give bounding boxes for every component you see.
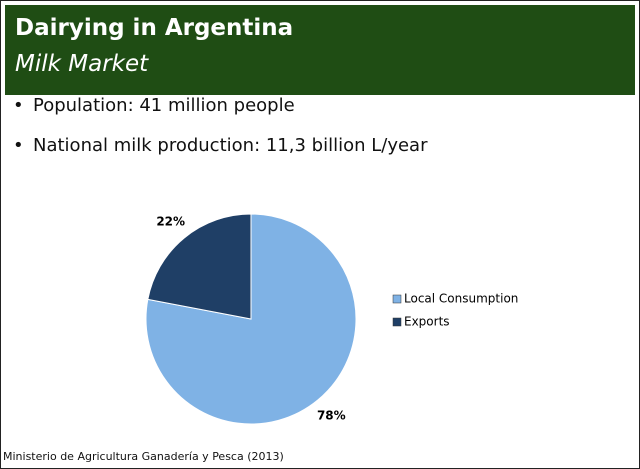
legend-swatch [392, 317, 402, 327]
legend-label: Local Consumption [404, 292, 518, 306]
title: Dairying in Argentina [15, 15, 294, 41]
header: Dairying in Argentina Milk Market [5, 5, 635, 95]
legend-swatch [392, 294, 402, 304]
pie-slice [147, 213, 252, 320]
bullet: Population: 41 million people [13, 95, 295, 116]
data-label: 22% [156, 214, 185, 228]
bullet: National milk production: 11,3 billion L… [13, 135, 428, 156]
subtitle: Milk Market [15, 51, 149, 77]
source: Ministerio de Agricultura Ganadería y Pe… [3, 450, 284, 463]
legend-label: Exports [404, 315, 450, 329]
data-label: 78% [317, 409, 346, 423]
